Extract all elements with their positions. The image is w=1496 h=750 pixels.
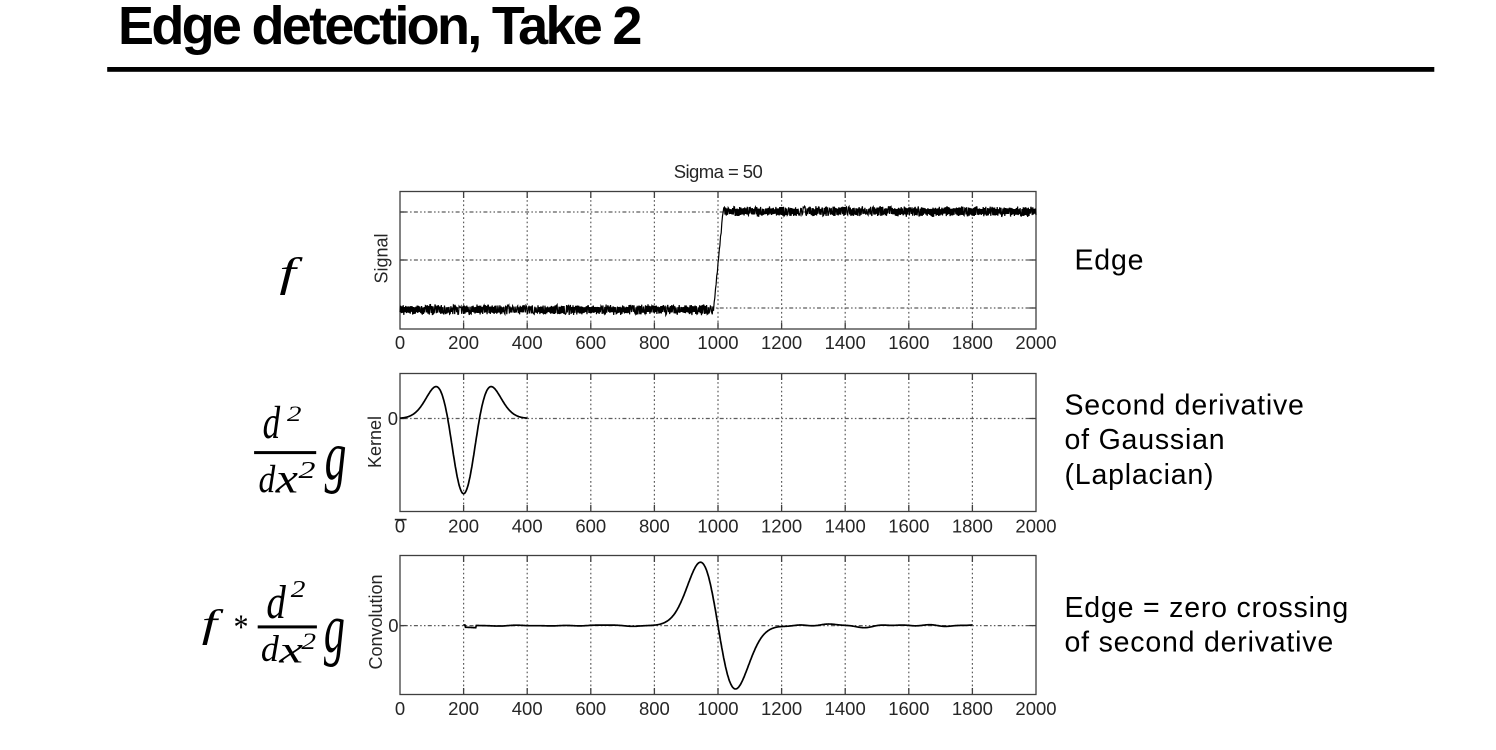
svg-text:g: g bbox=[325, 417, 347, 495]
svg-text:f: f bbox=[279, 250, 302, 295]
svg-text:of Gaussian: of Gaussian bbox=[1065, 424, 1226, 456]
svg-text:Edge = zero crossing: Edge = zero crossing bbox=[1065, 592, 1350, 624]
svg-text:1800: 1800 bbox=[952, 332, 993, 353]
svg-text:d: d bbox=[263, 396, 281, 448]
svg-text:2: 2 bbox=[291, 575, 306, 602]
svg-text:Convolution: Convolution bbox=[366, 574, 386, 669]
svg-text:(Laplacian): (Laplacian) bbox=[1065, 459, 1215, 491]
svg-text:1800: 1800 bbox=[952, 698, 993, 719]
svg-text:400: 400 bbox=[512, 698, 543, 719]
svg-text:2: 2 bbox=[301, 629, 316, 654]
svg-text:400: 400 bbox=[512, 332, 543, 353]
svg-text:Second derivative: Second derivative bbox=[1065, 390, 1305, 422]
svg-text:2000: 2000 bbox=[1015, 698, 1056, 719]
svg-text:Edge detection, Take 2: Edge detection, Take 2 bbox=[118, 0, 640, 56]
svg-text:g: g bbox=[324, 589, 345, 668]
svg-text:1400: 1400 bbox=[825, 332, 866, 353]
svg-text:0: 0 bbox=[395, 332, 405, 353]
svg-text:1600: 1600 bbox=[888, 332, 929, 353]
svg-text:800: 800 bbox=[639, 332, 670, 353]
svg-text:of second derivative: of second derivative bbox=[1065, 626, 1334, 658]
svg-text:600: 600 bbox=[575, 332, 606, 353]
svg-text:Signal: Signal bbox=[372, 233, 392, 283]
svg-text:1000: 1000 bbox=[697, 698, 738, 719]
svg-text:1200: 1200 bbox=[761, 698, 802, 719]
svg-text:0: 0 bbox=[388, 408, 398, 429]
svg-text:f: f bbox=[202, 602, 224, 645]
svg-text:*: * bbox=[232, 609, 248, 648]
svg-text:200: 200 bbox=[448, 698, 479, 719]
svg-text:d: d bbox=[258, 458, 276, 501]
svg-text:800: 800 bbox=[639, 698, 670, 719]
svg-text:d: d bbox=[266, 577, 286, 629]
svg-text:1000: 1000 bbox=[697, 516, 738, 537]
svg-text:1200: 1200 bbox=[761, 332, 802, 353]
svg-text:1400: 1400 bbox=[825, 516, 866, 537]
svg-text:1400: 1400 bbox=[825, 698, 866, 719]
svg-text:200: 200 bbox=[448, 516, 479, 537]
svg-text:x: x bbox=[278, 629, 303, 671]
svg-text:Kernel: Kernel bbox=[365, 416, 385, 468]
svg-text:600: 600 bbox=[575, 516, 606, 537]
svg-text:2: 2 bbox=[299, 458, 316, 484]
svg-text:0: 0 bbox=[395, 698, 405, 719]
svg-text:Sigma = 50: Sigma = 50 bbox=[674, 161, 763, 182]
svg-text:0: 0 bbox=[388, 615, 398, 636]
svg-text:Edge: Edge bbox=[1075, 245, 1145, 277]
svg-text:2000: 2000 bbox=[1015, 332, 1056, 353]
svg-text:1600: 1600 bbox=[888, 698, 929, 719]
svg-text:1200: 1200 bbox=[761, 516, 802, 537]
svg-text:800: 800 bbox=[639, 516, 670, 537]
svg-text:1000: 1000 bbox=[697, 332, 738, 353]
svg-text:0: 0 bbox=[395, 516, 405, 537]
svg-text:2000: 2000 bbox=[1015, 516, 1056, 537]
svg-text:200: 200 bbox=[448, 332, 479, 353]
svg-text:1600: 1600 bbox=[888, 516, 929, 537]
svg-text:2: 2 bbox=[287, 401, 302, 426]
svg-text:1800: 1800 bbox=[952, 516, 993, 537]
svg-text:x: x bbox=[275, 455, 299, 501]
svg-text:600: 600 bbox=[575, 698, 606, 719]
svg-text:d: d bbox=[261, 628, 280, 670]
svg-text:400: 400 bbox=[512, 516, 543, 537]
